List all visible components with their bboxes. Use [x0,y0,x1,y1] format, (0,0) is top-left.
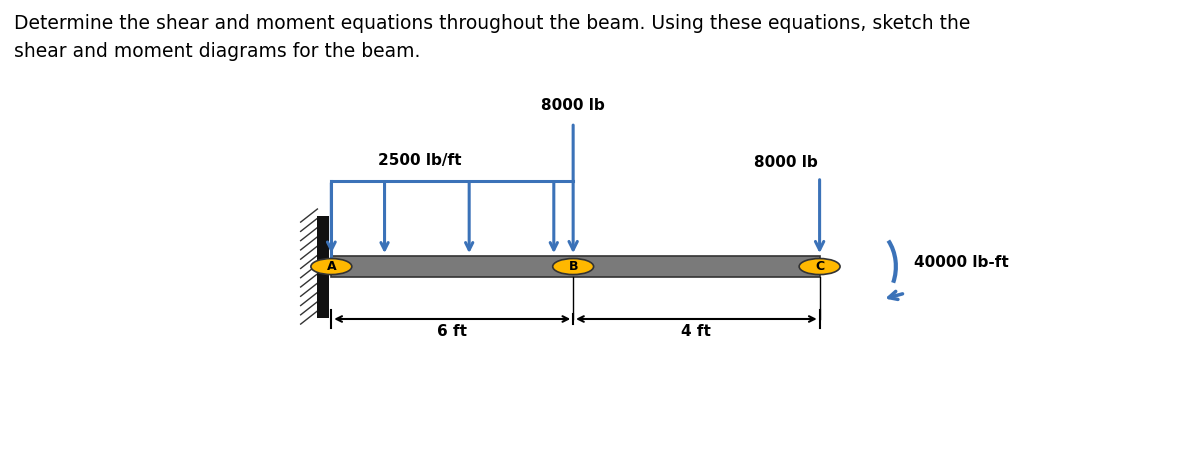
Text: A: A [326,260,336,273]
Text: 40000 lb-ft: 40000 lb-ft [914,255,1009,271]
Text: Determine the shear and moment equations throughout the beam. Using these equati: Determine the shear and moment equations… [14,14,971,61]
Bar [317,216,330,317]
Text: B: B [569,260,578,273]
Text: 2500 lb/ft: 2500 lb/ft [378,153,462,168]
Text: 8000 lb: 8000 lb [541,98,605,113]
Circle shape [311,259,352,274]
Text: 4 ft: 4 ft [682,324,712,339]
Bar [331,256,820,277]
Text: 6 ft: 6 ft [437,324,467,339]
Text: 8000 lb: 8000 lb [755,155,818,170]
Text: C: C [815,260,824,273]
Circle shape [799,259,840,274]
Circle shape [553,259,594,274]
